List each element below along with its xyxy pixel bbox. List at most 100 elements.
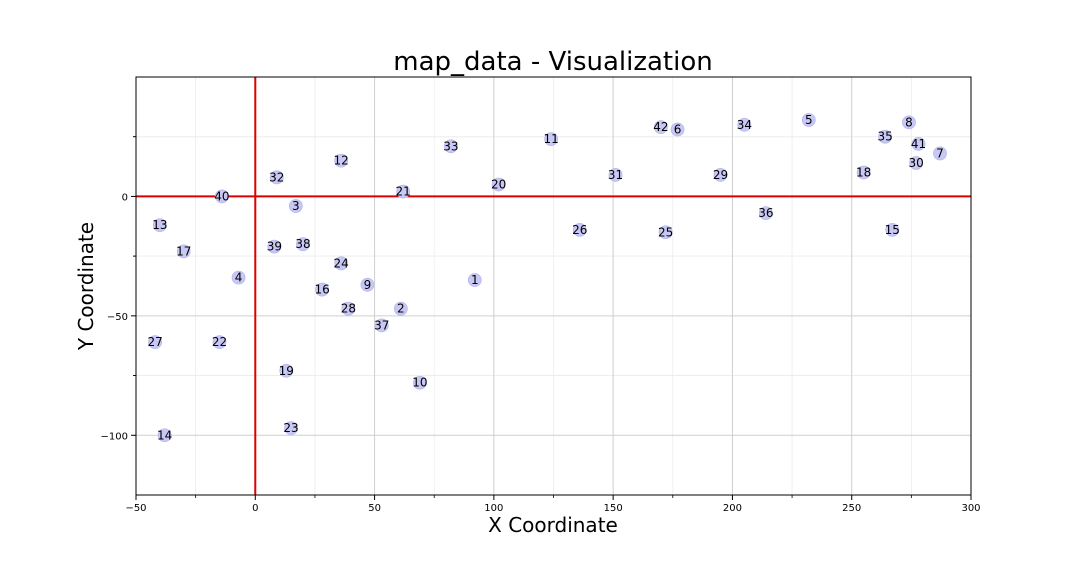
data-point: 2: [393, 301, 408, 316]
point-marker: [933, 146, 947, 161]
point-label: 25: [658, 225, 673, 239]
data-point: 28: [341, 302, 356, 316]
point-label: 37: [374, 318, 389, 332]
x-tick-label: −50: [125, 503, 146, 514]
data-point: 33: [443, 139, 458, 153]
data-point: 23: [283, 421, 298, 435]
y-tick-label: −100: [101, 431, 128, 442]
point-marker: [315, 282, 329, 297]
data-point: 32: [269, 170, 284, 184]
point-marker: [284, 421, 298, 436]
data-point: 7: [933, 146, 947, 161]
point-label: 19: [279, 364, 294, 378]
point-label: 10: [412, 376, 427, 390]
axis-ticks: −50 0 50 100 150 200 250 300 −100 −50 0: [101, 136, 981, 514]
point-marker: [758, 206, 773, 221]
x-tick-label: 0: [252, 503, 258, 514]
data-point: 40: [214, 189, 229, 203]
x-tick-label: 300: [961, 503, 980, 514]
point-label: 16: [314, 283, 329, 297]
data-point: 10: [412, 376, 427, 390]
x-tick-label: 100: [484, 503, 503, 514]
chart-title: map_data - Visualization: [393, 47, 712, 77]
point-marker: [360, 277, 375, 292]
point-marker: [670, 122, 685, 137]
point-marker: [856, 165, 871, 180]
point-label: 32: [269, 170, 284, 184]
point-marker: [267, 239, 282, 254]
data-point: 29: [713, 168, 728, 182]
point-marker: [713, 168, 728, 182]
data-point: 13: [152, 218, 167, 232]
point-marker: [334, 256, 349, 271]
point-label: 3: [292, 199, 300, 213]
point-marker: [608, 168, 623, 182]
data-point: 31: [608, 168, 623, 182]
point-marker: [396, 184, 411, 199]
x-tick-label: 150: [604, 503, 623, 514]
point-marker: [157, 428, 172, 443]
y-axis-label: Y Coordinate: [74, 222, 98, 351]
point-marker: [544, 132, 559, 147]
point-marker: [885, 222, 900, 237]
point-label: 15: [885, 223, 900, 237]
point-label: 41: [911, 137, 926, 151]
point-marker: [393, 301, 408, 316]
data-point: 8: [902, 115, 916, 129]
point-label: 28: [341, 302, 356, 316]
point-marker: [341, 301, 356, 316]
point-marker: [653, 120, 668, 135]
point-marker: [658, 225, 673, 240]
data-point: 12: [334, 154, 349, 168]
data-point: 26: [572, 223, 587, 237]
data-point: 17: [176, 244, 191, 258]
point-marker: [176, 244, 191, 259]
data-point: 11: [543, 132, 558, 146]
point-label: 12: [334, 154, 349, 168]
reference-lines: [136, 77, 971, 495]
data-point: 27: [147, 335, 162, 349]
point-label: 33: [443, 139, 458, 153]
point-marker: [231, 270, 246, 285]
data-point: 21: [396, 185, 411, 199]
point-label: 6: [674, 123, 682, 137]
point-marker: [909, 156, 924, 170]
data-point: 6: [670, 122, 685, 137]
point-label: 11: [543, 132, 558, 146]
point-marker: [572, 222, 587, 237]
data-point: 30: [908, 156, 923, 170]
point-label: 36: [758, 206, 773, 220]
data-point: 15: [885, 223, 900, 237]
point-marker: [467, 273, 482, 287]
point-label: 42: [653, 120, 668, 134]
point-marker: [214, 189, 229, 204]
point-label: 24: [334, 256, 349, 270]
data-point: 5: [801, 113, 816, 127]
data-point: 16: [314, 283, 329, 297]
x-tick-label: 200: [723, 503, 742, 514]
point-label: 31: [608, 168, 623, 182]
point-label: 22: [212, 335, 227, 349]
point-label: 1: [471, 273, 479, 287]
point-label: 9: [364, 278, 372, 292]
point-label: 23: [283, 421, 298, 435]
point-marker: [412, 375, 427, 390]
x-axis-label: X Coordinate: [488, 513, 618, 537]
point-marker: [878, 129, 893, 144]
data-point: 35: [877, 130, 892, 144]
point-marker: [296, 237, 310, 252]
data-point: 20: [491, 177, 506, 191]
data-point: 42: [653, 120, 668, 134]
data-point: 3: [288, 199, 303, 213]
point-label: 27: [147, 335, 162, 349]
data-point: 34: [737, 118, 752, 132]
data-point: 14: [157, 428, 172, 442]
data-point: 36: [758, 206, 773, 220]
point-marker: [288, 199, 303, 213]
point-marker: [911, 136, 926, 151]
point-marker: [152, 218, 167, 232]
point-label: 4: [235, 271, 243, 285]
point-label: 40: [214, 189, 229, 203]
point-label: 26: [572, 223, 587, 237]
